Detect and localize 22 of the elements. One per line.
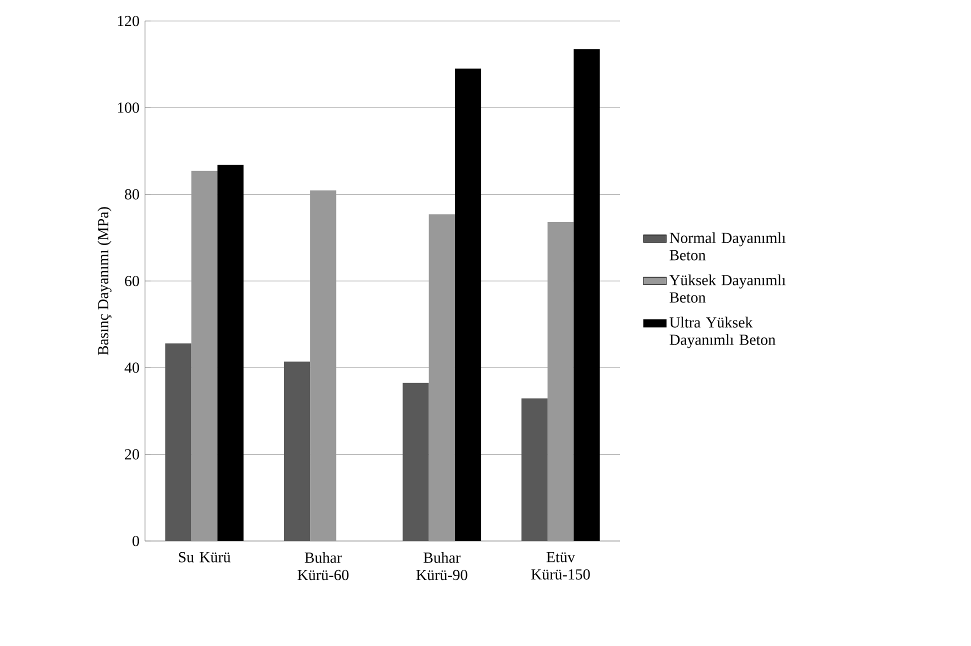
legend-label: Normal Dayanımlı Beton [670,232,786,260]
y-tick-label: 40 [124,362,140,373]
y-axis-title: Basınç Dayanımı (MPa) [98,207,112,356]
x-tick-label: Etüv Kürü-150 [531,552,590,580]
y-tick-label: 20 [124,449,140,460]
bar [165,343,192,541]
bar [454,68,482,541]
x-tick-label: Su Kürü [179,552,231,562]
y-tick-label: 120 [118,16,140,26]
bar [402,382,429,541]
bar [574,49,600,541]
legend-label: Yüksek Dayanımlı Beton [669,274,786,303]
bar [521,398,548,541]
y-tick-label: 0 [132,536,140,546]
y-tick-label: 100 [118,102,140,113]
y-tick-label: 80 [124,189,140,200]
bar [284,362,310,541]
y-tick-label: 60 [124,276,140,286]
x-tick-label: Buhar Kürü-90 [416,552,468,580]
bar [217,164,244,541]
x-tick-label: Buhar Kürü-60 [298,552,349,580]
legend-label: Ultra Yüksek Dayanımlı Beton [670,316,776,348]
